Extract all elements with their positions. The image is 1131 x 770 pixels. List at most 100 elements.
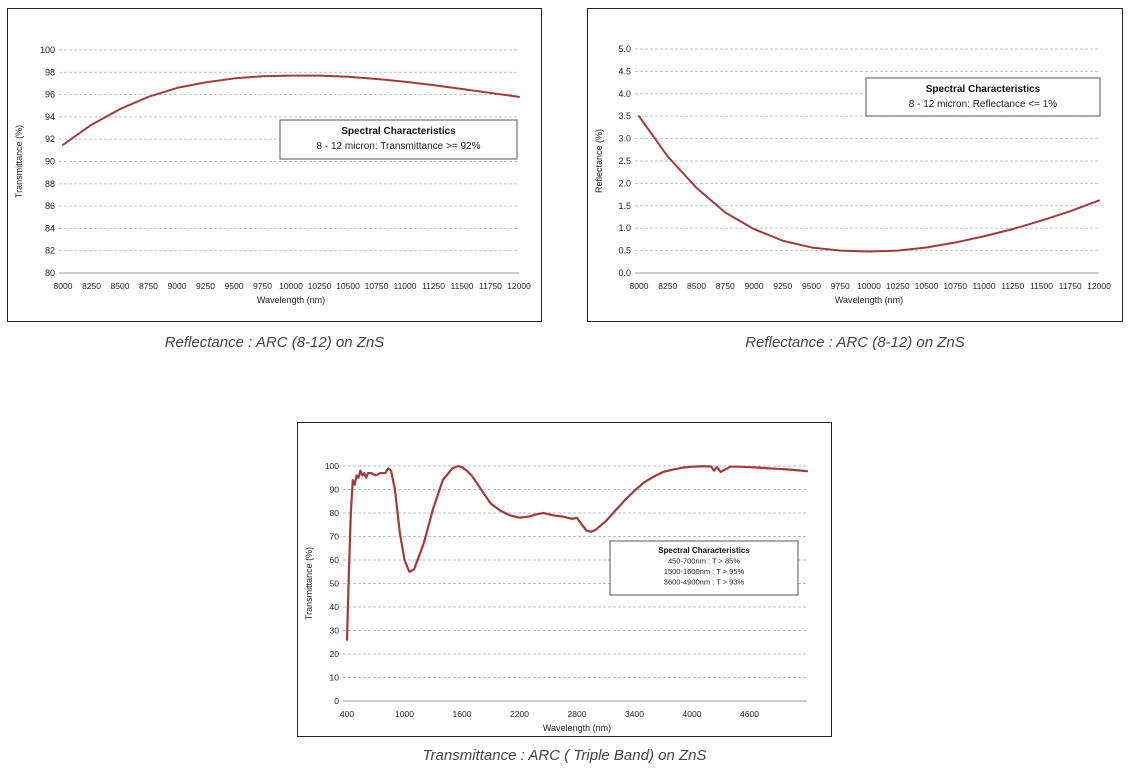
x-tick-label: 3400 bbox=[625, 709, 644, 719]
x-tick-label: 4600 bbox=[740, 709, 759, 719]
x-tick-label: 9500 bbox=[225, 281, 244, 291]
chart-panel-3: 0 10 20 30 40 50 60 70 80 90 100 400 1000 1600 2200 280… bbox=[297, 422, 832, 737]
y-tick-label: 1.5 bbox=[618, 201, 631, 211]
annotation-line: 8 - 12 micron: Transmittance >= 92% bbox=[317, 141, 481, 152]
x-tick-label: 9000 bbox=[745, 281, 764, 291]
x-tick-label: 11250 bbox=[422, 281, 445, 291]
x-tick-label: 9750 bbox=[831, 281, 850, 291]
y-tick-label: 3.5 bbox=[618, 111, 631, 121]
x-tick-label: 10500 bbox=[336, 281, 360, 291]
x-tick-label: 11500 bbox=[1030, 281, 1053, 291]
y-tick-label: 90 bbox=[330, 485, 340, 495]
x-tick-label: 1600 bbox=[453, 709, 472, 719]
y-tick-label: 100 bbox=[40, 45, 55, 55]
y-tick-label: 50 bbox=[330, 579, 340, 589]
chart-panel-2: 0.0 0.5 1.0 1.5 2.0 2.5 3.0 3.5 4.0 4.5 5.0 8000 825… bbox=[587, 8, 1123, 322]
x-tick-label: 8250 bbox=[82, 281, 101, 291]
series-line bbox=[638, 115, 1100, 253]
x-tick-label: 400 bbox=[340, 709, 354, 719]
chart-caption-3: Transmittance : ARC ( Triple Band) on Zn… bbox=[422, 747, 707, 764]
x-tick-label: 9750 bbox=[253, 281, 272, 291]
x-tick-label: 10750 bbox=[943, 281, 967, 291]
x-tick-label: 8500 bbox=[111, 281, 130, 291]
x-axis-label: Wavelength (nm) bbox=[543, 723, 611, 733]
x-tick-label: 10250 bbox=[886, 281, 910, 291]
y-axis-label: Transmittance (%) bbox=[14, 125, 24, 198]
x-tick-label: 2200 bbox=[510, 709, 529, 719]
series-line bbox=[62, 74, 520, 146]
y-tick-label: 2.0 bbox=[618, 178, 631, 188]
y-tick-label: 5.0 bbox=[618, 44, 631, 54]
y-tick-label: 94 bbox=[45, 112, 55, 122]
y-tick-label: 80 bbox=[330, 508, 340, 518]
x-tick-label: 11750 bbox=[1059, 281, 1082, 291]
y-tick-label: 20 bbox=[330, 649, 340, 659]
y-tick-label: 80 bbox=[45, 268, 55, 278]
chart-svg-1: 80 82 84 86 88 90 92 94 96 98 100 8000 8250 8500 8750 9… bbox=[14, 45, 531, 305]
annotation-line: 450-700nm : T > 85% bbox=[668, 557, 740, 566]
y-tick-label: 82 bbox=[45, 246, 55, 256]
x-axis-label: Wavelength (nm) bbox=[835, 295, 903, 305]
x-axis-label: Wavelength (nm) bbox=[257, 295, 325, 305]
annotation-box bbox=[609, 540, 799, 596]
chart-caption-2: Reflectance : ARC (8-12) on ZnS bbox=[745, 334, 965, 351]
annotation-line: 1500-1600nm : T > 95% bbox=[664, 567, 745, 576]
x-tick-label: 11250 bbox=[1001, 281, 1024, 291]
y-tick-label: 10 bbox=[330, 673, 340, 683]
y-axis-label: Reflectance (%) bbox=[594, 129, 604, 193]
x-tick-label: 8000 bbox=[54, 281, 73, 291]
series-line bbox=[345, 464, 809, 641]
y-tick-label: 86 bbox=[45, 201, 55, 211]
annotation-line: 3600-4900nm : T > 93% bbox=[664, 578, 745, 587]
y-tick-label: 2.5 bbox=[618, 156, 631, 166]
x-tick-label: 8750 bbox=[139, 281, 158, 291]
y-tick-label: 96 bbox=[45, 90, 55, 100]
chart-svg-2: 0.0 0.5 1.0 1.5 2.0 2.5 3.0 3.5 4.0 4.5 5.0 8000 825… bbox=[594, 44, 1111, 305]
y-tick-label: 4.5 bbox=[618, 66, 631, 76]
y-tick-label: 90 bbox=[45, 157, 55, 167]
x-tick-label: 8250 bbox=[658, 281, 677, 291]
y-tick-label: 70 bbox=[330, 532, 340, 542]
x-tick-label: 11000 bbox=[393, 281, 416, 291]
x-tick-label: 8750 bbox=[716, 281, 735, 291]
x-tick-label: 8500 bbox=[687, 281, 706, 291]
y-tick-label: 84 bbox=[45, 223, 55, 233]
x-tick-label: 12000 bbox=[1087, 281, 1111, 291]
x-tick-label: 2800 bbox=[568, 709, 587, 719]
annotation-box bbox=[279, 119, 518, 160]
x-tick-label: 9250 bbox=[196, 281, 215, 291]
y-tick-label: 4.0 bbox=[618, 89, 631, 99]
y-tick-label: 0.0 bbox=[618, 268, 631, 278]
annotation-title: Spectral Characteristics bbox=[926, 84, 1041, 95]
chart-panel-1: 80 82 84 86 88 90 92 94 96 98 100 8000 8250 8500 8750 9… bbox=[7, 8, 542, 322]
annotation-title: Spectral Characteristics bbox=[658, 546, 750, 555]
y-tick-label: 1.0 bbox=[618, 223, 631, 233]
annotation-line: 8 - 12 micron: Reflectance <= 1% bbox=[909, 99, 1058, 110]
x-tick-label: 4000 bbox=[683, 709, 702, 719]
x-tick-label: 8000 bbox=[630, 281, 649, 291]
y-tick-label: 3.0 bbox=[618, 134, 631, 144]
x-tick-label: 9500 bbox=[802, 281, 821, 291]
chart-caption-1: Reflectance : ARC (8-12) on ZnS bbox=[164, 334, 385, 351]
x-tick-label: 10250 bbox=[308, 281, 332, 291]
y-tick-label: 98 bbox=[45, 67, 55, 77]
y-tick-label: 88 bbox=[45, 179, 55, 189]
x-tick-label: 11500 bbox=[450, 281, 473, 291]
x-tick-label: 1000 bbox=[395, 709, 414, 719]
x-tick-label: 11750 bbox=[479, 281, 502, 291]
x-tick-label: 10500 bbox=[915, 281, 939, 291]
x-tick-label: 10000 bbox=[279, 281, 303, 291]
y-tick-label: 100 bbox=[325, 461, 339, 471]
x-tick-label: 9000 bbox=[168, 281, 187, 291]
annotation-box bbox=[865, 77, 1101, 117]
y-tick-label: 0 bbox=[334, 696, 339, 706]
y-tick-label: 40 bbox=[330, 602, 340, 612]
x-tick-label: 10000 bbox=[857, 281, 881, 291]
x-tick-label: 12000 bbox=[507, 281, 531, 291]
chart-svg-3: 0 10 20 30 40 50 60 70 80 90 100 400 1000 1600 2200 280… bbox=[304, 461, 809, 733]
y-tick-label: 92 bbox=[45, 134, 55, 144]
y-tick-label: 30 bbox=[330, 626, 340, 636]
y-axis-label: Transmittance (%) bbox=[304, 547, 314, 620]
x-tick-label: 10750 bbox=[365, 281, 389, 291]
x-tick-label: 11000 bbox=[972, 281, 995, 291]
